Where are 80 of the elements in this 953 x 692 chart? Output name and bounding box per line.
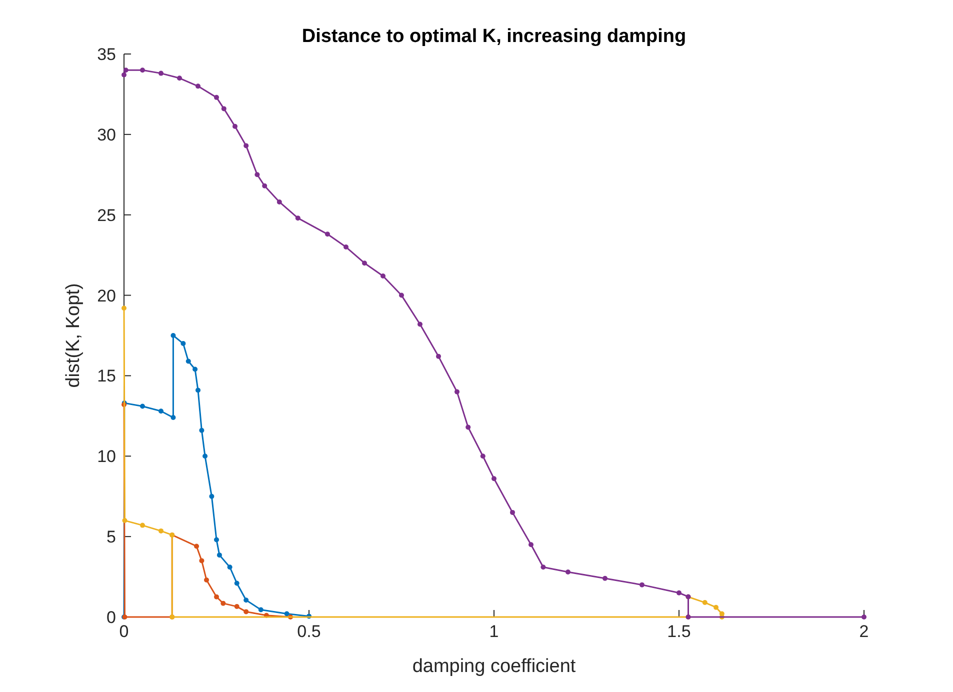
x-axis-title: damping coefficient <box>412 656 576 677</box>
point <box>254 172 260 178</box>
point <box>528 542 534 548</box>
point <box>362 260 367 266</box>
y-tick-label: 15 <box>97 366 116 386</box>
point <box>180 341 186 346</box>
point <box>192 366 198 372</box>
point <box>284 611 290 616</box>
point <box>234 604 240 610</box>
point <box>140 522 145 528</box>
point <box>204 578 210 583</box>
point <box>258 607 264 612</box>
point <box>140 68 145 73</box>
point <box>344 244 348 250</box>
point <box>244 609 249 614</box>
x-tick-label: 2 <box>859 622 869 641</box>
chart-title: Distance to optimal K, increasing damping <box>302 26 686 47</box>
point <box>122 306 126 311</box>
y-tick-label: 30 <box>97 125 116 144</box>
point <box>158 408 164 414</box>
point <box>480 454 486 459</box>
x-tick-label: 0 <box>119 622 129 641</box>
x-tick-label: 1 <box>489 622 499 641</box>
point <box>510 510 515 515</box>
y-tick-label: 5 <box>106 528 116 547</box>
x-tick-label: 0.5 <box>297 622 321 641</box>
point <box>158 528 164 534</box>
point <box>676 590 682 596</box>
point <box>325 232 330 237</box>
point <box>566 569 570 574</box>
point <box>454 389 460 394</box>
point <box>399 292 404 298</box>
point <box>186 358 191 364</box>
point <box>170 415 176 420</box>
point <box>170 333 176 338</box>
point <box>122 518 128 523</box>
point <box>702 600 708 606</box>
point <box>220 600 226 606</box>
point <box>262 183 268 188</box>
point <box>123 68 128 73</box>
point <box>227 564 232 570</box>
point <box>234 580 240 586</box>
point <box>466 424 471 430</box>
point <box>199 428 204 433</box>
point <box>436 354 441 359</box>
y-tick-label: 25 <box>97 206 116 225</box>
y-tick-label: 10 <box>97 447 116 466</box>
point <box>295 216 300 221</box>
point <box>122 72 126 78</box>
point <box>418 322 422 327</box>
point <box>196 84 200 89</box>
point <box>221 106 226 112</box>
point <box>540 564 546 570</box>
point <box>194 544 200 549</box>
point <box>244 143 249 148</box>
point <box>714 604 718 610</box>
point <box>199 558 204 564</box>
point <box>602 576 608 581</box>
point <box>140 404 145 409</box>
point <box>216 552 222 558</box>
point <box>202 454 208 459</box>
point <box>158 70 164 76</box>
x-tick-label: 1.5 <box>667 622 691 641</box>
point <box>214 594 219 600</box>
y-tick-label: 35 <box>97 45 116 64</box>
point <box>209 494 214 499</box>
point <box>214 537 219 542</box>
point <box>244 598 249 603</box>
point <box>214 94 219 100</box>
point <box>276 199 282 204</box>
y-axis-title: dist(K, Kopt) <box>63 283 84 388</box>
point <box>232 124 238 129</box>
y-tick-label: 0 <box>106 608 116 627</box>
point <box>492 476 496 482</box>
point <box>196 388 200 393</box>
y-tick-label: 20 <box>97 286 116 306</box>
point <box>640 582 644 588</box>
point <box>177 76 182 81</box>
point <box>862 614 866 620</box>
point <box>380 273 386 278</box>
